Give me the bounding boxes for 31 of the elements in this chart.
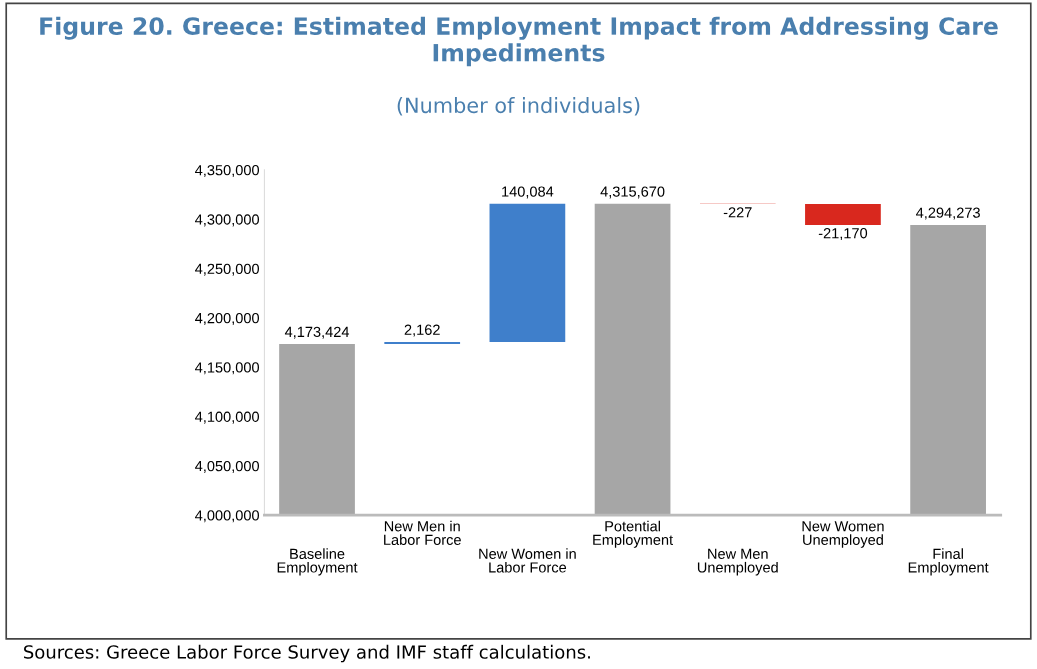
bar [279, 344, 355, 516]
x-tick-label: New Women Unemployed [802, 521, 884, 548]
y-tick-label: 4,150,000 [195, 362, 260, 375]
bar [910, 224, 986, 516]
bar [594, 203, 671, 516]
bar [805, 204, 881, 225]
y-tick-label: 4,000,000 [195, 510, 260, 523]
x-tick-label: New Men Unemployed [697, 548, 778, 576]
data-label: 2,162 [404, 324, 440, 337]
data-label: -21,170 [818, 228, 868, 241]
data-label: 4,294,273 [916, 207, 980, 220]
data-label: -227 [723, 207, 752, 218]
data-label: 140,084 [502, 186, 554, 199]
y-tick-label: 4,300,000 [195, 214, 260, 227]
chart-title: Figure 20. Greece: Estimated Employment Impact from Addressing Care Impediments [40, 16, 998, 67]
x-tick-label: Baseline Employment [277, 548, 358, 576]
x-tick-label: Potential Employment [593, 520, 673, 548]
y-tick-label: 4,350,000 [195, 165, 260, 178]
y-tick-label: 4,200,000 [195, 312, 260, 326]
chart-subtitle: (Number of individuals) [397, 97, 640, 116]
x-tick-label: New Women in Labor Force [479, 548, 576, 573]
bar [489, 203, 566, 342]
y-tick-label: 4,250,000 [195, 263, 260, 276]
data-label: 4,315,670 [600, 186, 665, 199]
bar [384, 341, 461, 345]
data-label: 4,173,424 [284, 326, 350, 339]
x-tick-label: New Men in Labor Force [384, 520, 461, 545]
y-tick-label: 4,100,000 [195, 411, 260, 424]
source-note: Sources: Greece Labor Force Survey and IMF staff calculations. [24, 644, 590, 663]
y-tick-label: 4,050,000 [195, 460, 260, 473]
x-tick-label: Final Employment [908, 548, 989, 576]
